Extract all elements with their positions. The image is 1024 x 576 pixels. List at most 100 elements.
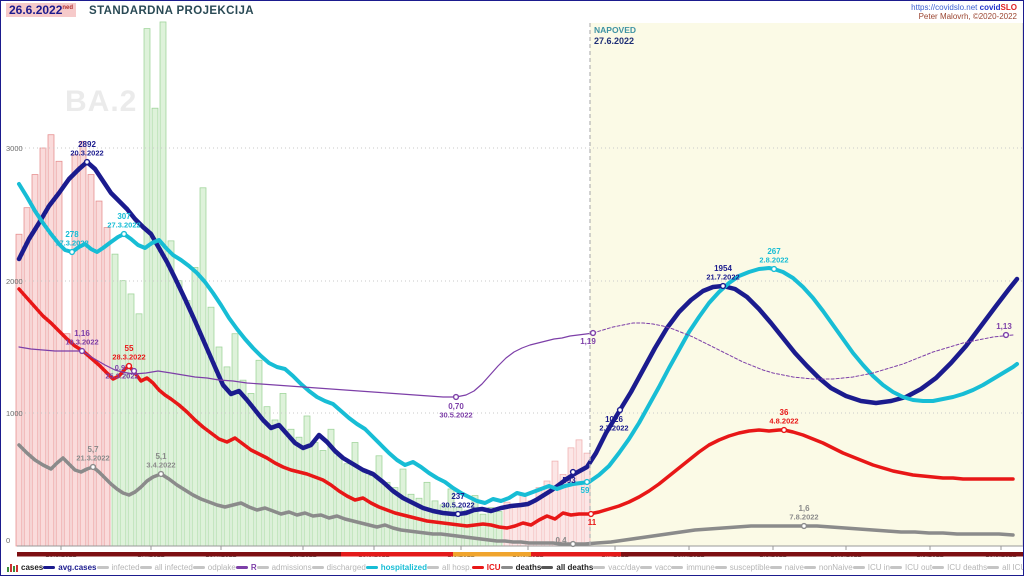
- annotation-label-2892: 20.3.2022: [70, 149, 103, 158]
- legend-item-icu[interactable]: ICU: [471, 563, 501, 572]
- legend-item-nonnaive[interactable]: nonNaive: [803, 563, 853, 572]
- legend-item-icu-deaths[interactable]: ICU deaths: [932, 563, 987, 572]
- legend-item-hospitalized[interactable]: hospitalized: [365, 563, 427, 572]
- daily-cases-bar: [287, 428, 295, 547]
- legend-item-all-icu[interactable]: all ICU: [987, 563, 1023, 572]
- severity-strip-segment: [531, 552, 621, 557]
- annotation-label-5,1: 3.4.2022: [146, 461, 175, 470]
- severity-strip-segment: [621, 552, 1023, 557]
- annotation-label-237: 237: [451, 492, 465, 501]
- daily-cases-bar: [383, 481, 391, 547]
- annotation-label-267: 267: [767, 247, 781, 256]
- daily-cases-bar: [63, 333, 71, 547]
- legend-item-susceptible[interactable]: susceptible: [714, 563, 770, 572]
- daily-cases-bar: [399, 468, 407, 547]
- legend-item-all-infected[interactable]: all infected: [139, 563, 193, 572]
- annotation-marker-237: [454, 510, 462, 518]
- legend-swatch: [256, 566, 269, 569]
- daily-cases-bar: [551, 460, 559, 547]
- forecast-region: [590, 23, 1023, 546]
- series-ICU: [17, 287, 1015, 530]
- annotation-marker-593: [569, 468, 577, 476]
- site-links: https://covidslo.net covidSLO Peter Malo…: [911, 3, 1017, 21]
- legend-label: admissions: [271, 563, 312, 572]
- legend-item-vacc-day[interactable]: vacc/day: [593, 563, 640, 572]
- annotation-label-1,6: 7.8.2022: [789, 513, 818, 522]
- legend-item-icu-out[interactable]: ICU out: [889, 563, 933, 572]
- legend-item-all-deaths[interactable]: all deaths: [541, 563, 593, 572]
- brand-slo[interactable]: SLO: [1000, 3, 1017, 12]
- legend-item-avg-cases[interactable]: avg.cases: [43, 563, 97, 572]
- legend-label: naive: [784, 563, 804, 572]
- daily-cases-bar: [239, 379, 247, 547]
- site-url[interactable]: https://covidslo.net: [911, 3, 978, 12]
- daily-cases-bar: [295, 436, 303, 547]
- legend-item-r[interactable]: R: [235, 563, 257, 572]
- brand-covid[interactable]: covid: [979, 3, 1001, 12]
- legend-swatch: [96, 566, 109, 569]
- daily-cases-bar: [367, 475, 375, 547]
- legend-item-vacc[interactable]: vacc: [639, 563, 671, 572]
- annotation-label-0,97: 25.3.2022: [105, 372, 138, 381]
- daily-cases-bar: [279, 393, 287, 547]
- legend-label: ICU out: [904, 563, 933, 572]
- legend-swatch: [803, 566, 816, 569]
- severity-strip-segment: [453, 552, 531, 557]
- legend-swatch: [593, 566, 606, 569]
- legend-item-infected[interactable]: infected: [96, 563, 140, 572]
- legend-label: infected: [111, 563, 140, 572]
- annotation-marker-1,6: [800, 522, 808, 530]
- weekday-superscript: ned: [62, 5, 74, 11]
- annotation-label-278: 278: [65, 230, 79, 239]
- legend-label: ICU deaths: [947, 563, 988, 572]
- legend-item-naive[interactable]: naive: [769, 563, 804, 572]
- legend-swatch: [769, 566, 782, 569]
- legend-label: all hosp.: [442, 563, 472, 572]
- daily-cases-bar: [127, 293, 135, 547]
- daily-cases-bar: [39, 147, 47, 547]
- annotation-marker-267: [770, 265, 778, 273]
- legend-swatch: [671, 566, 684, 569]
- annotation-marker-55: [125, 362, 133, 370]
- annotation-marker-0,70: [452, 393, 460, 401]
- annotation-label-5,7: 5,7: [87, 445, 99, 454]
- daily-cases-bar: [311, 442, 319, 547]
- site-url-line: https://covidslo.net covidSLO: [911, 3, 1017, 12]
- annotation-label-1,13: 1,13: [996, 322, 1012, 331]
- legend-item-cases[interactable]: cases: [7, 563, 43, 572]
- legend-item-deaths[interactable]: deaths: [500, 563, 541, 572]
- legend-item-odplake[interactable]: odplake: [192, 563, 236, 572]
- annotation-label-237: 30.5.2022: [441, 501, 474, 510]
- legend-swatch: [541, 566, 554, 569]
- report-date: 26.6.2022ned: [6, 3, 77, 17]
- annotation-label-55: 55: [125, 344, 134, 353]
- annotation-marker-1026: [616, 406, 624, 414]
- legend-item-discharged[interactable]: discharged: [311, 563, 366, 572]
- severity-strip-segment: [17, 552, 341, 557]
- legend-item-all-hosp-[interactable]: all hosp.: [427, 563, 472, 572]
- annotation-marker-1,19: [589, 329, 597, 337]
- legend-label: all deaths: [556, 563, 594, 572]
- annotation-label-36: 4.8.2022: [769, 417, 798, 426]
- annotation-label-1,19: 1,19: [580, 337, 596, 346]
- legend-swatch: [932, 566, 945, 569]
- series-R: [18, 332, 594, 398]
- legend-swatch: [889, 566, 902, 569]
- annotation-marker-11: [587, 510, 595, 518]
- legend-item-admissions[interactable]: admissions: [256, 563, 312, 572]
- legend-item-immune[interactable]: immune: [671, 563, 715, 572]
- daily-cases-bar: [271, 419, 279, 547]
- forecast-label-block: NAPOVED 27.6.2022: [594, 25, 636, 47]
- series-R-forecast: [592, 322, 1014, 380]
- severity-strip-segment: [341, 552, 453, 557]
- annotation-label-1954: 1954: [714, 264, 732, 273]
- forecast-label: NAPOVED: [594, 25, 637, 35]
- annotation-label-55: 28.3.2022: [112, 353, 145, 362]
- daily-cases-bar: [359, 468, 367, 547]
- daily-cases-bar: [463, 509, 471, 547]
- daily-cases-bar: [519, 493, 527, 547]
- legend-item-icu-in[interactable]: ICU in: [852, 563, 890, 572]
- legend-label: hospitalized: [380, 563, 427, 572]
- author-credit: Peter Malovrh, ©2020-2022: [918, 12, 1017, 21]
